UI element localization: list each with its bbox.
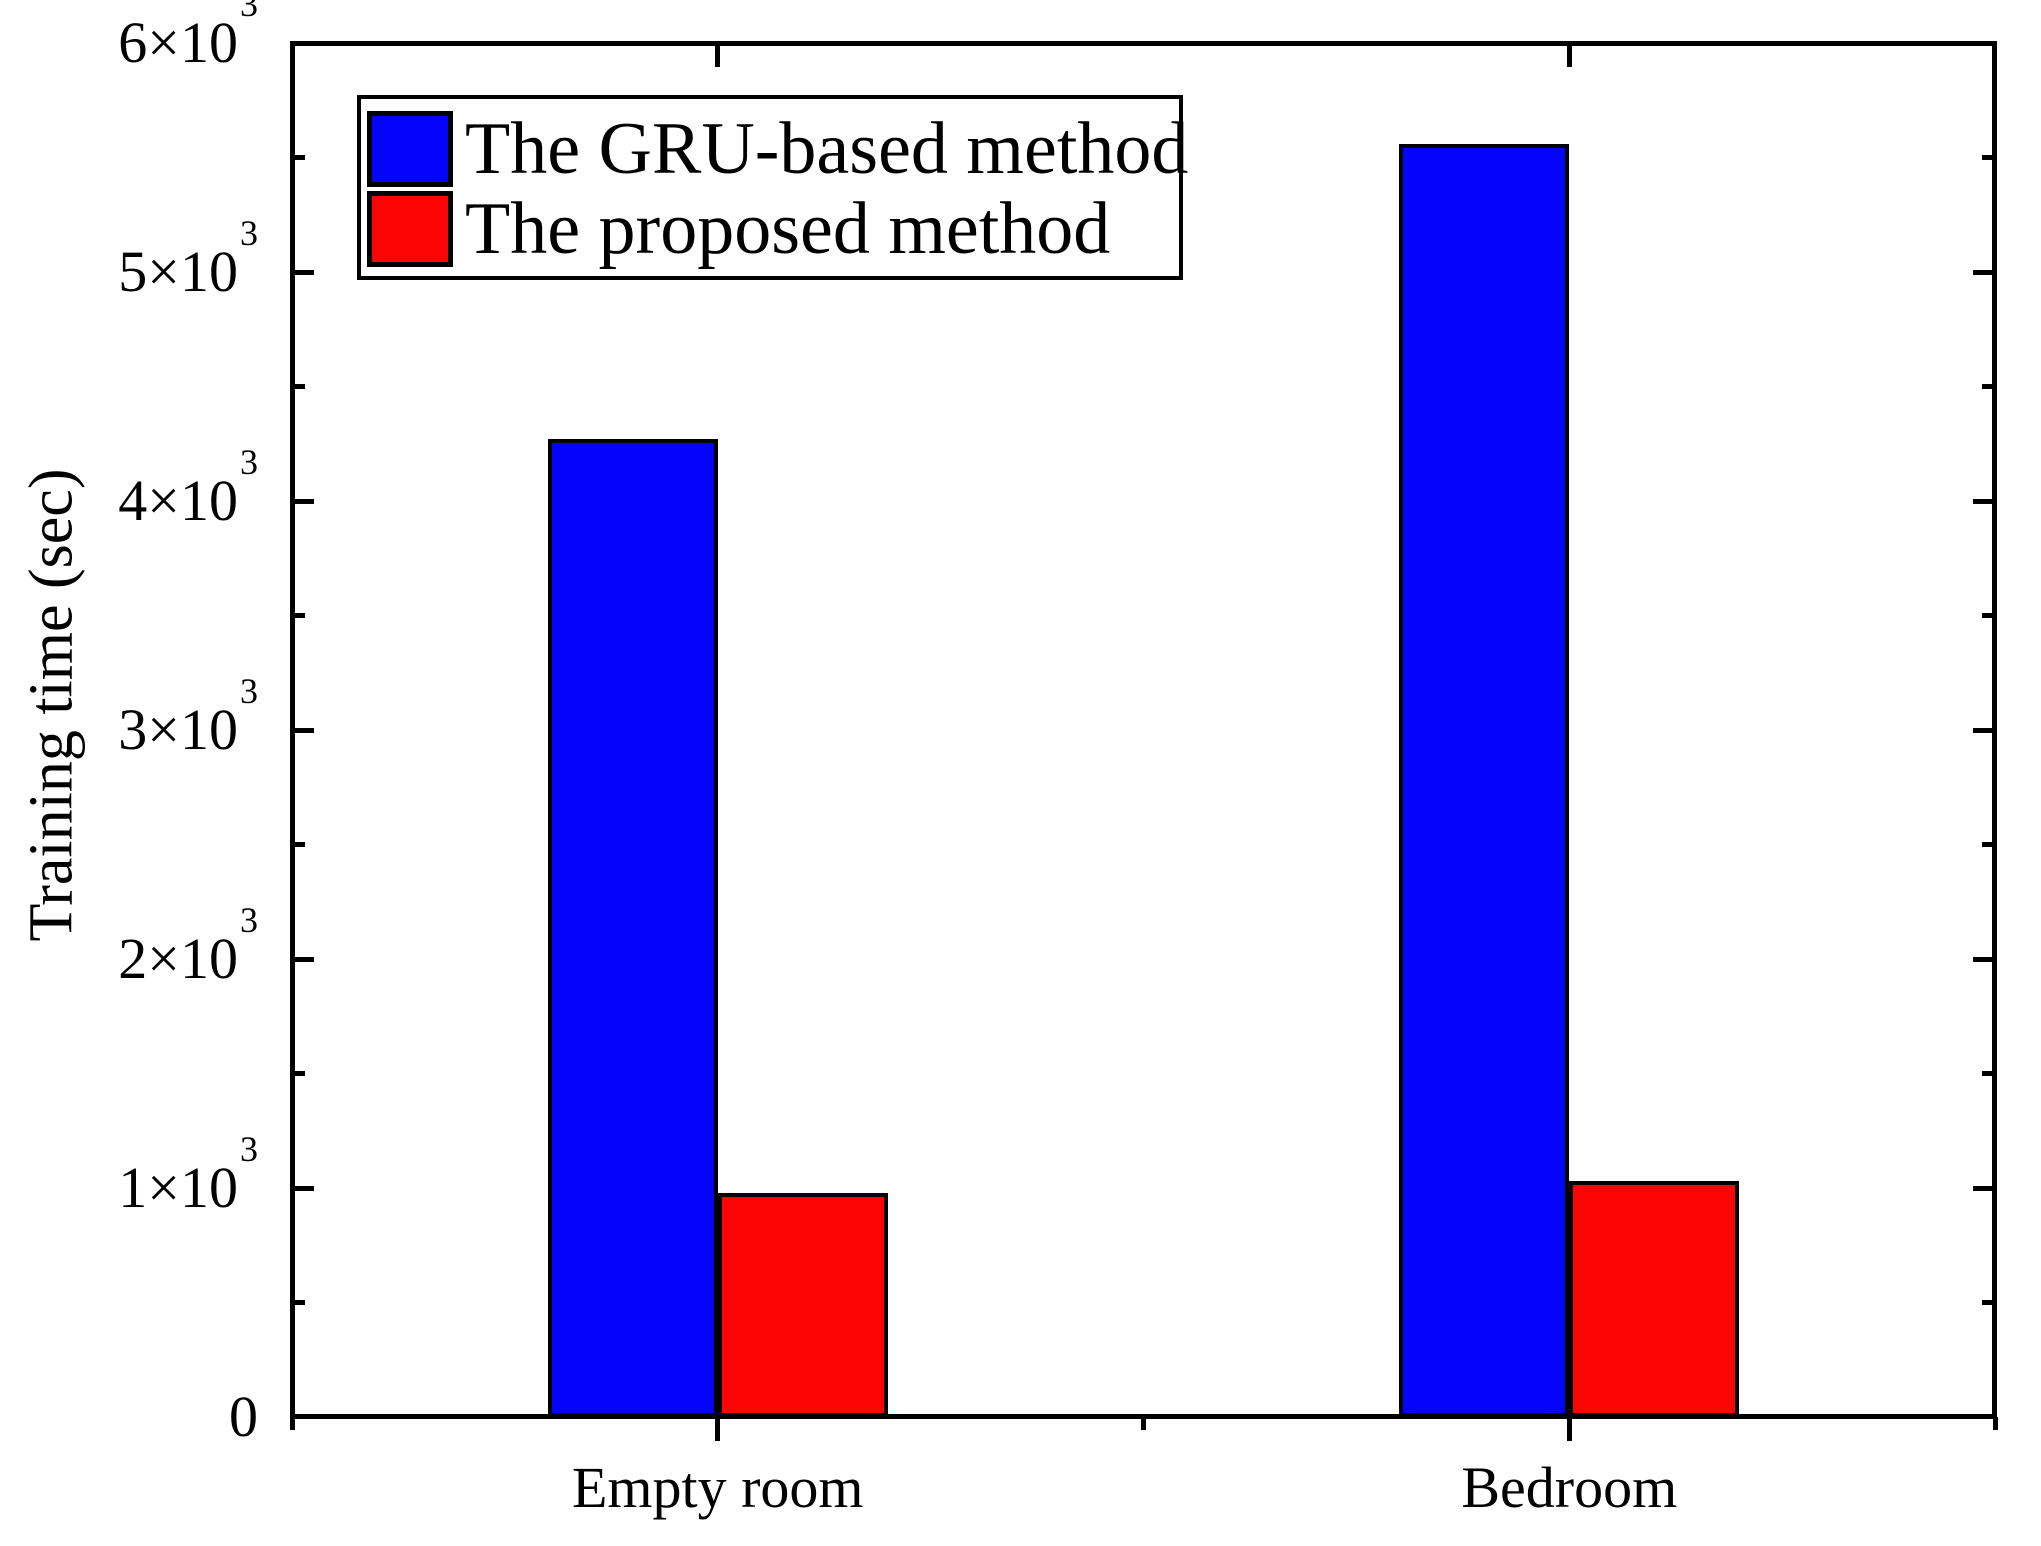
y-minor-tick [1982,1300,1995,1305]
x-boundary-tick [289,1417,295,1430]
y-major-tick [292,269,314,275]
y-minor-tick [292,842,305,847]
y-minor-tick [292,1300,305,1305]
legend-entry-proposed: The proposed method [367,189,1165,269]
y-major-tick [1973,956,1995,962]
y-minor-tick [1982,384,1995,389]
y-major-tick [292,498,314,504]
y-minor-tick [292,155,305,160]
y-major-tick [1973,1185,1995,1191]
y-minor-tick [292,384,305,389]
bar [1569,1181,1740,1417]
legend-swatch-proposed-method [367,191,453,267]
x-major-tick [1566,43,1572,67]
x-category-label: Bedroom [1461,1455,1678,1520]
bar [1399,143,1570,1417]
y-minor-tick [292,1071,305,1076]
y-minor-tick [1982,842,1995,847]
bar [547,439,718,1417]
y-tick-label: 6×103 [118,0,258,75]
y-tick-label: 2×103 [118,899,258,991]
x-boundary-tick [1141,1417,1146,1430]
y-minor-tick [1982,613,1995,618]
y-major-tick [1973,269,1995,275]
y-tick-label: 4×103 [118,441,258,533]
x-category-label: Empty room [571,1455,864,1520]
y-major-tick [292,1185,314,1191]
y-tick-label: 1×103 [118,1128,258,1220]
y-minor-tick [292,613,305,618]
legend-label-proposed-method: The proposed method [465,188,1111,270]
y-major-tick [292,956,314,962]
y-major-tick [1973,498,1995,504]
legend-swatch-gru-method [367,111,453,187]
y-major-tick [1973,727,1995,733]
y-tick-label: 3×103 [118,670,258,762]
legend-entry-gru: The GRU-based method [367,109,1188,189]
y-tick-label: 5×103 [118,212,258,304]
legend: The GRU-based method The proposed method [357,95,1188,280]
y-tick-label: 0 [229,1384,258,1449]
x-boundary-tick [1992,1417,1998,1430]
x-major-tick [1566,1417,1572,1441]
bar [717,1192,888,1417]
legend-label-gru-method: The GRU-based method [465,108,1189,190]
y-major-tick [292,727,314,733]
x-major-tick [715,1417,721,1441]
x-major-tick [715,43,721,67]
y-minor-tick [1982,1071,1995,1076]
y-minor-tick [1982,155,1995,160]
